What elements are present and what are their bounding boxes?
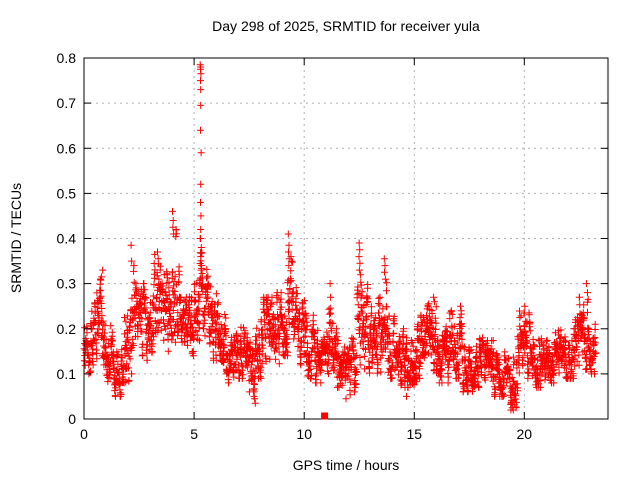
axes xyxy=(83,57,609,420)
gridlines xyxy=(84,58,608,419)
y-tick-label: 0.7 xyxy=(57,95,77,111)
scatter-points xyxy=(80,61,600,414)
y-tick-label: 0 xyxy=(68,411,76,427)
y-tick-label: 0.6 xyxy=(57,140,77,156)
x-axis-label: GPS time / hours xyxy=(293,457,400,473)
x-tick-label: 0 xyxy=(80,426,88,442)
tick-labels: 0 5 10 15 20 0 0.1 0.2 0.3 0.4 0.5 0.6 0.7 0.8 xyxy=(57,50,533,442)
y-tick-label: 0.8 xyxy=(57,50,77,66)
y-tick-label: 0.4 xyxy=(57,231,77,247)
x-tick-label: 20 xyxy=(517,426,533,442)
plot-border xyxy=(83,57,609,420)
y-tick-label: 0.1 xyxy=(57,366,77,382)
y-tick-label: 0.2 xyxy=(57,321,77,337)
x-tick-label: 5 xyxy=(190,426,198,442)
y-axis-label: SRMTID / TECUs xyxy=(8,183,24,293)
x-tick-label: 10 xyxy=(296,426,312,442)
highlighted-point-marker xyxy=(321,412,329,420)
chart-title: Day 298 of 2025, SRMTID for receiver yul… xyxy=(212,18,480,34)
x-tick-label: 15 xyxy=(407,426,423,442)
scatter-series xyxy=(80,61,600,414)
y-tick-label: 0.5 xyxy=(57,185,77,201)
y-tick-label: 0.3 xyxy=(57,276,77,292)
